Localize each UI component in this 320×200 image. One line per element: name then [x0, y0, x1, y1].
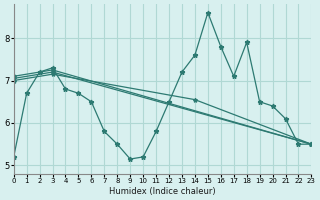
- X-axis label: Humidex (Indice chaleur): Humidex (Indice chaleur): [109, 187, 216, 196]
